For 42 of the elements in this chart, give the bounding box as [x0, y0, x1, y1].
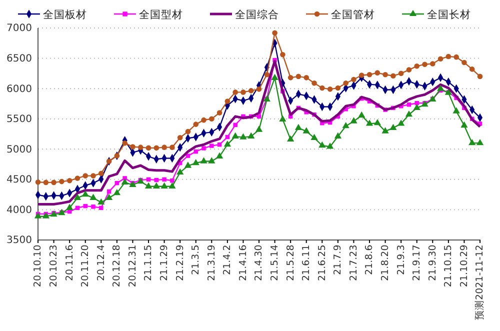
- x-tick-label: 20.11.6: [64, 244, 76, 282]
- x-tick-label: 21.5.14: [269, 244, 280, 282]
- x-tick-label: 21.4.30: [254, 244, 265, 282]
- x-tick-label: 21.6.11: [301, 244, 312, 282]
- x-tick-label: 21.4.16: [238, 244, 249, 282]
- y-tick-label: 6500: [6, 53, 32, 64]
- y-tick-label: 6000: [6, 84, 32, 95]
- x-tick-label: 21.8.6: [364, 244, 376, 275]
- x-tick-label: 21.5.28: [285, 244, 296, 282]
- x-tick-label: 20.12.4: [96, 244, 107, 282]
- x-tick-label: 21.3.5: [190, 244, 202, 275]
- x-tick-label: 21.1.15: [143, 244, 154, 282]
- y-tick-label: 7000: [6, 23, 32, 34]
- x-tick-label: 20.11.20: [80, 244, 92, 288]
- x-tick-label: 21.9.17: [412, 244, 423, 282]
- x-tick-label: 21.2.19: [174, 244, 186, 282]
- legend-label: 全国长材: [427, 8, 471, 21]
- x-tick-label: 21.9.30: [427, 244, 438, 282]
- legend-label: 全国综合: [235, 8, 279, 21]
- y-tick-label: 3500: [6, 235, 32, 246]
- x-tick-label: 21.3.19: [206, 244, 218, 282]
- x-tick-label: 21.7.9: [332, 244, 344, 275]
- x-tick-label: 20.10.23: [48, 244, 60, 288]
- x-tick-label: 21.4.2: [222, 244, 234, 275]
- x-tick-label: 21.8.20: [380, 244, 391, 282]
- x-tick-label: 21.6.25: [316, 244, 328, 282]
- y-tick-label: 4500: [6, 174, 32, 186]
- x-tick-label: 21.10.15: [443, 244, 454, 288]
- x-tick-label: 预测2021-11-12: [474, 244, 486, 320]
- x-tick-label: 21.1.29: [158, 244, 170, 282]
- y-tick-label: 5000: [6, 144, 32, 156]
- x-tick-label: 20.10.10: [32, 244, 44, 288]
- y-tick-label: 4000: [6, 204, 32, 216]
- x-tick-label: 21.10.29: [458, 244, 470, 288]
- x-tick-label: 20.12.18: [112, 244, 123, 288]
- legend-label: 全国管材: [331, 8, 375, 21]
- x-tick-label: 21.9.3: [396, 244, 407, 275]
- x-tick-label: 20.12.31: [127, 244, 138, 288]
- x-tick-label: 21.7.23: [348, 244, 360, 282]
- legend-label: 全国板材: [43, 8, 87, 21]
- legend-label: 全国型材: [139, 8, 183, 21]
- y-tick-label: 5500: [6, 114, 32, 126]
